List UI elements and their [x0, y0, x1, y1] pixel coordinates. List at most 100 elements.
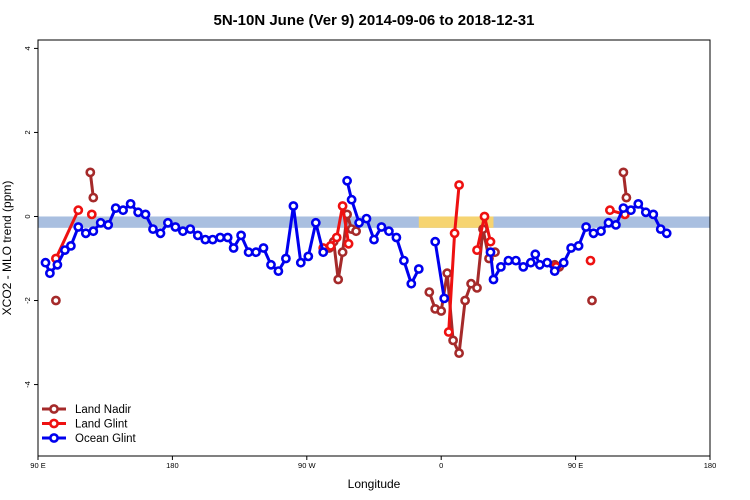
x-tick-label: 0: [439, 461, 443, 470]
data-point: [280, 253, 291, 264]
data-point: [443, 327, 454, 337]
data-point: [424, 287, 435, 297]
legend-marker: [49, 433, 59, 443]
data-point: [222, 232, 233, 243]
data-point: [95, 217, 106, 228]
data-point: [618, 167, 629, 178]
data-point: [566, 243, 576, 253]
y-tick-label: 2: [23, 130, 32, 134]
legend-marker: [49, 404, 59, 414]
data-point: [549, 266, 560, 276]
legend: Land Nadir Land Glint Ocean Glint: [42, 404, 137, 445]
data-point: [558, 257, 569, 268]
data-point: [542, 257, 553, 268]
data-point: [343, 238, 354, 249]
data-point: [383, 226, 394, 237]
data-point: [573, 240, 584, 251]
data-point: [325, 240, 336, 251]
data-point: [170, 222, 181, 232]
data-point: [361, 213, 372, 224]
data-point: [85, 167, 96, 178]
series-layer: [40, 167, 672, 358]
data-point: [430, 236, 441, 247]
data-point: [596, 226, 606, 237]
data-point: [266, 259, 276, 270]
data-point: [633, 198, 644, 209]
data-point: [413, 264, 424, 274]
data-point: [472, 282, 482, 293]
plot-frame: [37, 39, 711, 457]
data-point: [618, 203, 629, 213]
data-point: [207, 234, 218, 245]
legend-item: Ocean Glint: [42, 433, 137, 445]
data-point: [611, 219, 621, 230]
data-point: [103, 219, 114, 230]
data-point: [185, 224, 196, 234]
data-point: [88, 192, 99, 203]
data-point: [337, 201, 348, 211]
data-point: [518, 261, 529, 272]
legend-label: Land Glint: [75, 419, 128, 431]
data-point: [73, 205, 84, 216]
data-point: [342, 175, 352, 186]
data-point: [439, 293, 450, 304]
data-point: [251, 247, 261, 258]
x-tick-label: 180: [166, 461, 179, 470]
data-point: [449, 228, 460, 239]
data-point: [125, 198, 136, 209]
data-point: [406, 278, 417, 289]
band-ocean: [38, 216, 710, 228]
data-point: [626, 205, 636, 216]
data-point: [337, 247, 348, 258]
data-point: [581, 222, 591, 232]
x-axis-label: Longitude: [348, 477, 401, 491]
series-line: [54, 209, 80, 260]
data-point: [621, 192, 632, 203]
data-point: [454, 180, 464, 190]
series-ocean-glint: [40, 175, 672, 304]
legend-label: Land Nadir: [75, 404, 131, 416]
data-point: [661, 228, 672, 239]
series-line: [447, 184, 461, 333]
data-point: [346, 194, 357, 205]
series-line: [427, 227, 497, 355]
data-point: [460, 295, 470, 306]
data-point: [52, 259, 63, 270]
data-point: [369, 234, 379, 245]
data-point: [66, 240, 76, 251]
legend-item: Land Glint: [42, 419, 128, 431]
data-point: [148, 224, 158, 234]
data-point: [588, 228, 599, 239]
data-point: [587, 295, 597, 306]
y-tick-label: 0: [23, 214, 32, 218]
data-point: [472, 245, 482, 255]
data-point: [318, 247, 329, 258]
data-point: [503, 255, 514, 266]
data-point: [454, 348, 464, 358]
x-tick-label: 90 W: [298, 461, 316, 470]
data-point: [376, 222, 387, 232]
x-tick-label: 90 E: [30, 461, 45, 470]
data-point: [228, 243, 239, 253]
data-point: [258, 243, 269, 253]
data-point: [495, 261, 506, 272]
data-point: [86, 209, 97, 220]
data-point: [236, 230, 246, 241]
data-point: [530, 249, 541, 260]
data-point: [288, 201, 299, 211]
data-point: [310, 217, 321, 228]
data-point: [525, 257, 536, 268]
data-point: [162, 217, 173, 228]
data-point: [485, 236, 496, 247]
y-tick-label: -2: [23, 297, 32, 304]
data-point: [585, 255, 596, 266]
data-point: [485, 247, 496, 258]
x-tick-label: 90 E: [568, 461, 583, 470]
data-point: [640, 207, 651, 218]
series-line: [433, 241, 446, 299]
data-point: [215, 232, 226, 243]
data-point: [448, 335, 458, 346]
data-point: [605, 205, 615, 216]
data-point: [351, 226, 361, 237]
data-point: [45, 268, 55, 279]
